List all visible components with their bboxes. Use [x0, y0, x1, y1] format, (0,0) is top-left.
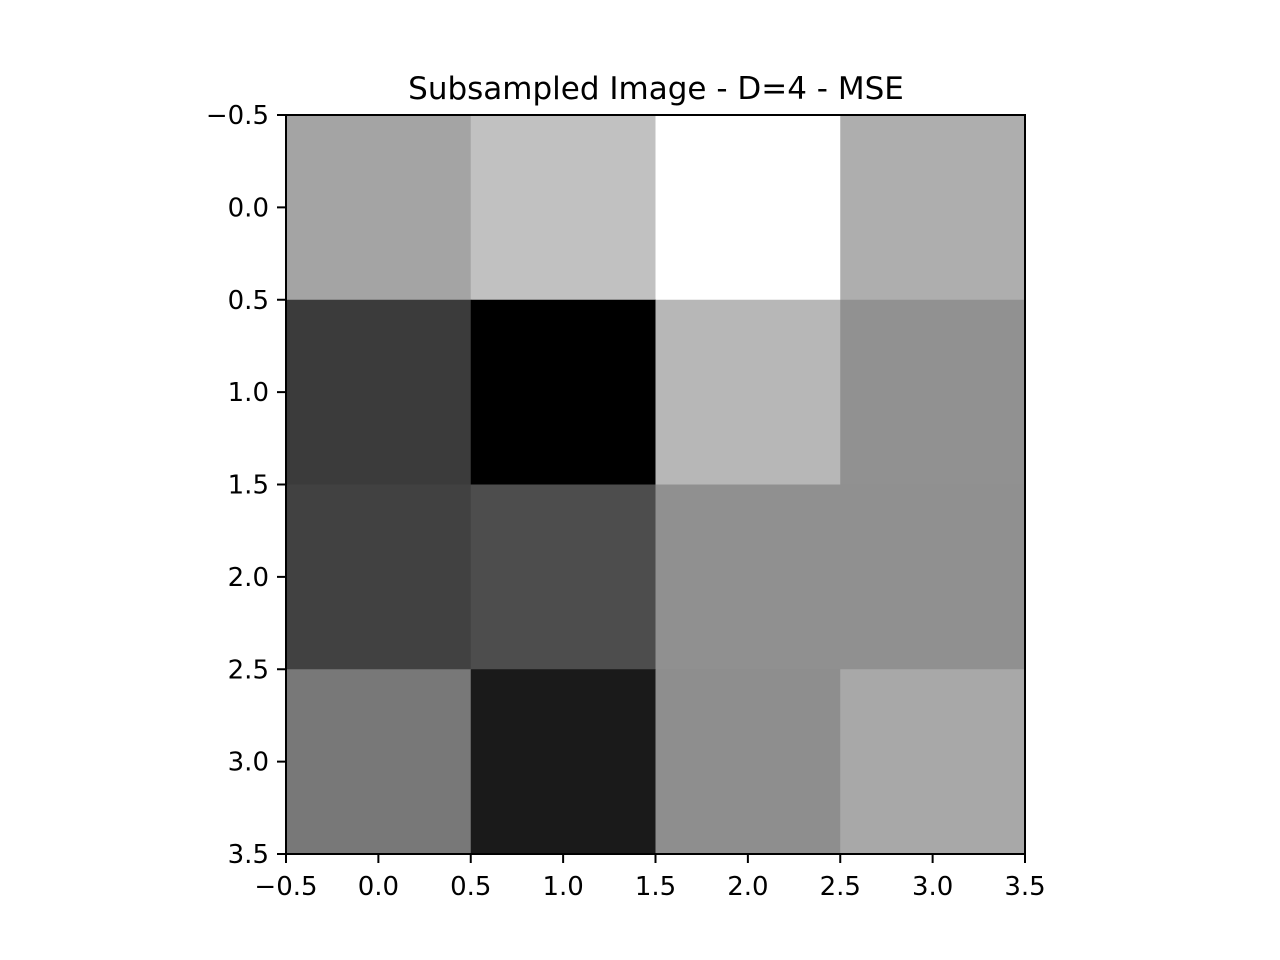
y-tick-label: 2.5: [228, 655, 269, 685]
y-tick-label: −0.5: [206, 101, 269, 131]
heatmap-cell-r1-c3: [840, 299, 1026, 486]
heatmap-cell-r3-c2: [655, 669, 841, 855]
y-tick-label: 0.0: [228, 193, 269, 223]
x-tick-label: 1.0: [542, 872, 583, 902]
heatmap-cell-r0-c3: [840, 115, 1026, 301]
x-tick-label: 2.0: [727, 872, 768, 902]
y-tick-label: 1.5: [228, 471, 269, 501]
heatmap-cells: [286, 115, 1026, 855]
heatmap-cell-r1-c2: [655, 299, 841, 486]
heatmap-cell-r2-c2: [655, 484, 841, 670]
x-tick-label: −0.5: [254, 872, 317, 902]
x-tick-label: 3.5: [1004, 872, 1045, 902]
heatmap-cell-r1-c0: [286, 299, 472, 486]
heatmap-cell-r1-c1: [470, 299, 657, 486]
heatmap-cell-r2-c1: [470, 484, 657, 670]
x-tick-label: 0.5: [450, 872, 491, 902]
y-tick-label: 3.0: [228, 748, 269, 778]
heatmap-cell-r2-c3: [840, 484, 1026, 670]
chart-title: Subsampled Image - D=4 - MSE: [408, 71, 904, 107]
x-tick-label: 0.0: [358, 872, 399, 902]
y-tick-label: 2.0: [228, 563, 269, 593]
x-tick-label: 3.0: [912, 872, 953, 902]
x-axis-ticks: −0.5 0.0 0.5 1.0 1.5 2.0 2.5 3.0 3.5: [254, 854, 1046, 902]
heatmap-cell-r3-c3: [840, 669, 1026, 855]
heatmap-cell-r2-c0: [286, 484, 472, 670]
y-tick-label: 0.5: [228, 286, 269, 316]
heatmap-cell-r0-c0: [286, 115, 472, 301]
heatmap-cell-r3-c0: [286, 669, 472, 855]
heatmap-cell-r0-c2: [655, 115, 841, 301]
heatmap-cell-r3-c1: [470, 669, 657, 855]
x-tick-label: 2.5: [820, 872, 861, 902]
y-tick-label: 3.5: [228, 840, 269, 870]
y-tick-label: 1.0: [228, 378, 269, 408]
y-axis-ticks: −0.5 0.0 0.5 1.0 1.5 2.0 2.5 3.0 3.5: [206, 101, 286, 870]
heatmap-cell-r0-c1: [470, 115, 657, 301]
x-tick-label: 1.5: [635, 872, 676, 902]
